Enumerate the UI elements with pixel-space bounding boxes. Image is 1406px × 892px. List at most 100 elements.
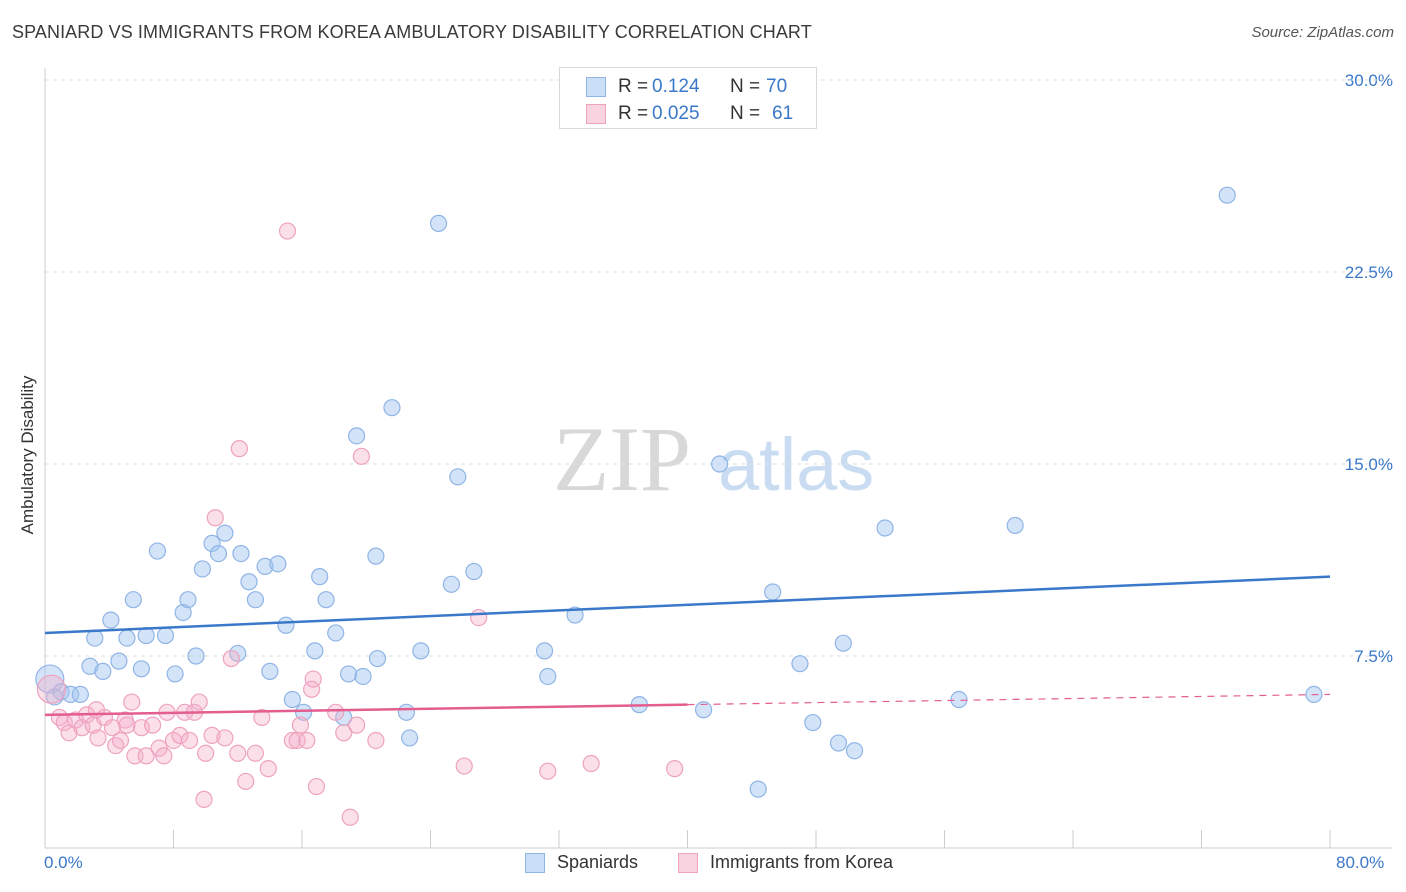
point-spaniards	[950, 690, 968, 709]
point-korea	[582, 754, 600, 773]
point-spaniards	[383, 399, 401, 417]
point-spaniards	[876, 519, 894, 537]
point-spaniards	[397, 703, 416, 721]
point-spaniards	[1006, 516, 1024, 535]
trend-line-korea	[44, 703, 688, 717]
point-spaniards	[429, 214, 448, 232]
point-spaniards	[749, 780, 767, 798]
point-spaniards	[442, 575, 460, 593]
trend-line-spaniards	[44, 575, 1331, 635]
point-spaniards	[261, 662, 279, 680]
legend-n-label: N =	[730, 103, 761, 124]
point-spaniards	[327, 624, 345, 642]
point-spaniards	[193, 560, 212, 578]
point-spaniards	[174, 603, 192, 622]
point-korea	[137, 747, 155, 765]
legend-swatch-korea	[678, 852, 698, 873]
source-label: Source: ZipAtlas.com	[1251, 24, 1394, 41]
point-spaniards	[62, 685, 80, 704]
point-korea	[237, 772, 255, 791]
point-spaniards	[283, 690, 301, 709]
point-spaniards	[539, 667, 557, 686]
watermark-zip: ZIP	[553, 408, 691, 510]
y-tick-label: 15.0%	[1345, 455, 1393, 474]
point-spaniards	[94, 662, 112, 680]
point-korea	[155, 747, 173, 765]
point-spaniards	[401, 729, 419, 747]
point-spaniards	[71, 685, 89, 704]
point-korea	[278, 222, 297, 240]
point-spaniards	[86, 629, 104, 647]
point-korea	[132, 719, 150, 737]
legend-label-korea: Immigrants from Korea	[710, 852, 894, 872]
point-spaniards	[295, 703, 313, 721]
point-korea	[206, 509, 224, 527]
point-korea	[455, 757, 473, 775]
point-spaniards	[368, 649, 387, 668]
point-korea	[36, 674, 67, 704]
point-korea	[307, 777, 326, 796]
point-korea	[190, 693, 208, 711]
point-korea	[180, 731, 199, 750]
point-spaniards	[694, 701, 713, 719]
legend-swatch-spaniards	[586, 77, 606, 97]
point-korea	[283, 731, 301, 750]
legend-r-value: 0.124	[652, 76, 700, 97]
point-spaniards	[203, 534, 221, 552]
point-spaniards	[132, 660, 150, 678]
point-korea	[341, 808, 359, 826]
point-spaniards	[269, 555, 287, 573]
point-korea	[367, 731, 385, 750]
point-korea	[197, 744, 215, 762]
point-korea	[298, 731, 316, 750]
point-korea	[73, 719, 91, 737]
point-spaniards	[246, 591, 265, 609]
point-spaniards	[311, 568, 329, 586]
point-korea	[291, 716, 309, 734]
legend-n-value: 70	[766, 76, 788, 97]
point-korea	[222, 649, 240, 668]
chart-title: SPANIARD VS IMMIGRANTS FROM KOREA AMBULA…	[12, 22, 812, 42]
legend-swatch-spaniards	[525, 852, 545, 873]
x-tick-max: 80.0%	[1336, 853, 1385, 872]
point-korea	[327, 703, 345, 721]
point-korea	[304, 670, 322, 688]
point-korea	[89, 729, 107, 747]
point-korea	[216, 729, 234, 747]
point-korea	[111, 731, 130, 750]
point-spaniards	[804, 713, 822, 732]
point-korea	[195, 790, 213, 808]
legend-swatch-korea	[586, 104, 606, 124]
point-korea	[144, 716, 162, 734]
point-spaniards	[354, 667, 372, 686]
point-spaniards	[102, 611, 120, 629]
point-korea	[230, 440, 248, 458]
point-spaniards	[110, 652, 128, 670]
legend-n-value: 61	[772, 103, 794, 124]
point-korea	[123, 693, 141, 711]
point-korea	[171, 726, 189, 744]
point-spaniards	[348, 427, 366, 445]
y-axis-label: Ambulatory Disability	[18, 375, 37, 535]
legend-n-label: N =	[730, 76, 761, 97]
point-spaniards	[535, 642, 554, 660]
point-spaniards	[339, 665, 358, 683]
point-spaniards	[829, 734, 848, 752]
point-korea	[203, 726, 221, 744]
point-spaniards	[216, 524, 234, 542]
point-spaniards	[124, 591, 142, 609]
point-spaniards	[256, 557, 274, 576]
point-spaniards	[81, 657, 99, 675]
point-spaniards	[187, 647, 205, 665]
point-spaniards	[764, 583, 782, 601]
point-spaniards	[449, 468, 467, 486]
point-korea	[470, 608, 488, 627]
trend-line-dashed-korea	[687, 693, 1331, 706]
point-korea	[348, 716, 366, 734]
legend-item-korea: Immigrants from Korea	[678, 852, 893, 873]
point-spaniards	[791, 655, 809, 673]
point-spaniards	[232, 544, 250, 563]
legend-r-value: 0.025	[652, 103, 700, 124]
point-korea	[335, 724, 353, 742]
legend-item-spaniards: Spaniards	[525, 852, 638, 873]
